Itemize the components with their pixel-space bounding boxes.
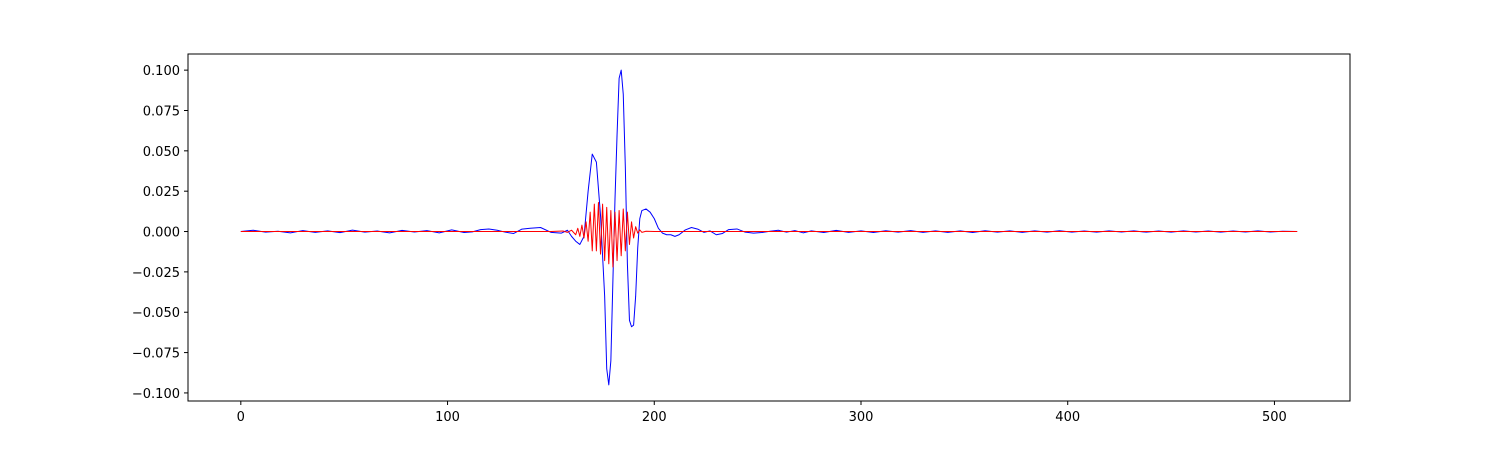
y-tick-label: −0.075: [132, 347, 180, 362]
y-axis: −0.100 −0.075 −0.050 −0.025 0.000 0.025 0.050 0…: [132, 64, 188, 402]
y-tick-label: 0.100: [143, 64, 180, 79]
x-tick-label: 200: [642, 410, 667, 425]
x-tick-label: 300: [849, 410, 874, 425]
y-tick-label: 0.025: [143, 185, 180, 200]
y-tick-label: −0.100: [132, 387, 180, 402]
y-tick-label: −0.050: [132, 306, 180, 321]
y-tick-label: −0.025: [132, 266, 180, 281]
plot-area: [187, 53, 1351, 402]
series-layer: [240, 69, 1298, 386]
y-tick-label: 0.050: [143, 145, 180, 160]
series-line-2: [240, 201, 1298, 268]
y-tick-label: 0.075: [143, 104, 180, 119]
x-tick-label: 100: [435, 410, 460, 425]
axes-frame: [187, 53, 1351, 402]
x-tick-label: 400: [1055, 410, 1080, 425]
x-axis: 0 100 200 300 400 500: [237, 401, 1287, 425]
x-tick-label: 500: [1262, 410, 1287, 425]
y-tick-label: 0.000: [143, 226, 180, 241]
x-tick-label: 0: [237, 410, 245, 425]
